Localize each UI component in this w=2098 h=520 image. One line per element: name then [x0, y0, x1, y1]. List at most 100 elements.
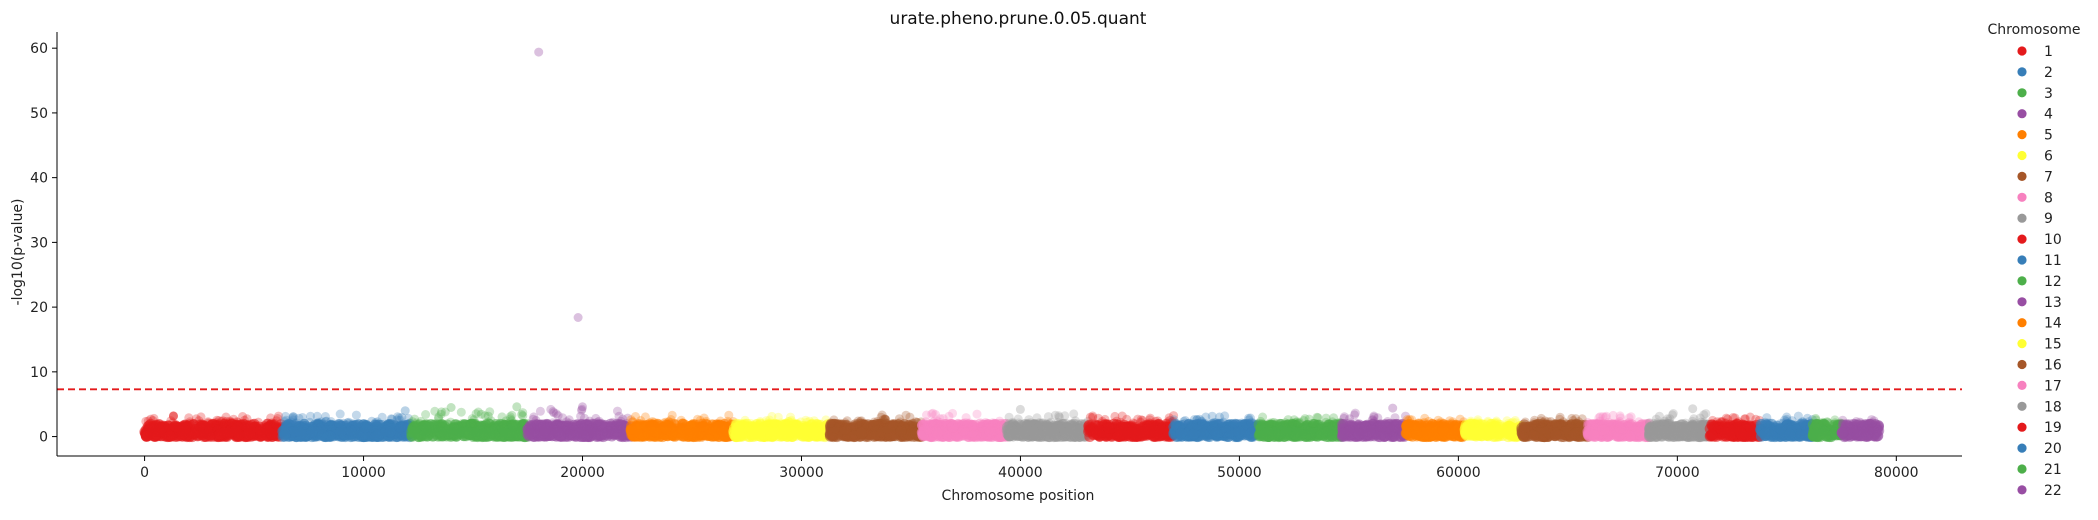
data-point [436, 409, 446, 419]
data-point [305, 417, 315, 427]
data-point [1126, 426, 1138, 438]
data-point [211, 418, 221, 427]
data-point [314, 417, 324, 427]
data-point [1071, 429, 1083, 441]
data-point [197, 429, 209, 440]
data-point [922, 410, 931, 420]
data-point [262, 424, 274, 435]
data-point [274, 411, 283, 421]
data-point [335, 425, 347, 436]
series-chr-13 [1336, 408, 1412, 443]
data-point [1295, 429, 1307, 440]
data-points [139, 47, 1885, 443]
data-point [191, 414, 201, 424]
series-chr-10 [1083, 411, 1179, 442]
data-point [291, 418, 301, 428]
data-point [289, 412, 298, 422]
data-point [564, 415, 574, 425]
data-point [1145, 418, 1154, 428]
data-point [416, 416, 426, 426]
data-point [216, 416, 226, 426]
data-point [953, 418, 963, 428]
data-point [227, 417, 237, 427]
data-point [231, 419, 241, 429]
data-point [1445, 416, 1455, 426]
data-point [344, 417, 354, 427]
data-point [1350, 410, 1359, 420]
data-point [242, 428, 254, 440]
data-point [1011, 428, 1023, 440]
data-point [855, 427, 867, 439]
data-point [240, 415, 249, 425]
data-point [392, 415, 402, 425]
data-point [218, 416, 228, 426]
data-point [286, 417, 296, 427]
data-point [281, 415, 291, 425]
data-point [776, 418, 786, 428]
data-point [170, 421, 182, 433]
data-point [248, 419, 258, 429]
series-chr-5 [625, 410, 739, 443]
series-chr-1 [139, 411, 288, 443]
data-point [272, 416, 282, 426]
data-point [1188, 428, 1200, 440]
data-point [214, 416, 224, 425]
data-point [628, 417, 638, 427]
data-point [266, 413, 276, 423]
data-point [855, 416, 865, 426]
data-point [371, 418, 380, 427]
series-chr-9 [1001, 409, 1093, 443]
data-point [1013, 414, 1023, 424]
data-point [168, 418, 178, 428]
data-point [209, 418, 219, 428]
data-point [456, 407, 466, 417]
data-point [359, 421, 371, 433]
data-point [1269, 417, 1279, 427]
data-point [295, 428, 307, 440]
data-point [826, 418, 836, 428]
data-point [166, 416, 176, 426]
data-point [273, 414, 283, 423]
data-point [203, 418, 213, 428]
data-point [168, 411, 178, 421]
data-point [230, 424, 242, 436]
data-point [535, 406, 545, 416]
data-point [636, 416, 646, 425]
data-point [395, 421, 407, 433]
data-point [334, 419, 344, 429]
data-point [1342, 419, 1352, 428]
data-point [220, 418, 230, 428]
data-point [730, 418, 740, 428]
series-chr-12 [1253, 412, 1348, 443]
data-point [1049, 430, 1061, 442]
data-point [1427, 418, 1437, 428]
data-point [552, 427, 563, 438]
data-point [1352, 428, 1364, 440]
data-point [141, 430, 153, 442]
data-point [225, 417, 235, 427]
data-point [1169, 415, 1179, 425]
data-point [143, 416, 153, 426]
data-point [377, 412, 387, 422]
data-point [1326, 429, 1338, 441]
data-point [212, 415, 222, 425]
series-chr-2 [277, 409, 418, 443]
data-point [876, 412, 886, 422]
data-point [549, 408, 559, 418]
data-point [338, 418, 348, 428]
data-point [221, 416, 231, 426]
data-point [141, 416, 151, 426]
data-point [1380, 419, 1390, 428]
data-point [1294, 419, 1304, 429]
data-point [207, 418, 217, 428]
data-point [497, 419, 507, 428]
data-point [835, 418, 845, 428]
data-point [397, 413, 407, 422]
data-point [1069, 409, 1079, 419]
data-point [1230, 418, 1240, 428]
data-point [221, 412, 231, 422]
data-point [288, 415, 298, 425]
data-point [367, 416, 377, 426]
data-point [335, 409, 345, 419]
